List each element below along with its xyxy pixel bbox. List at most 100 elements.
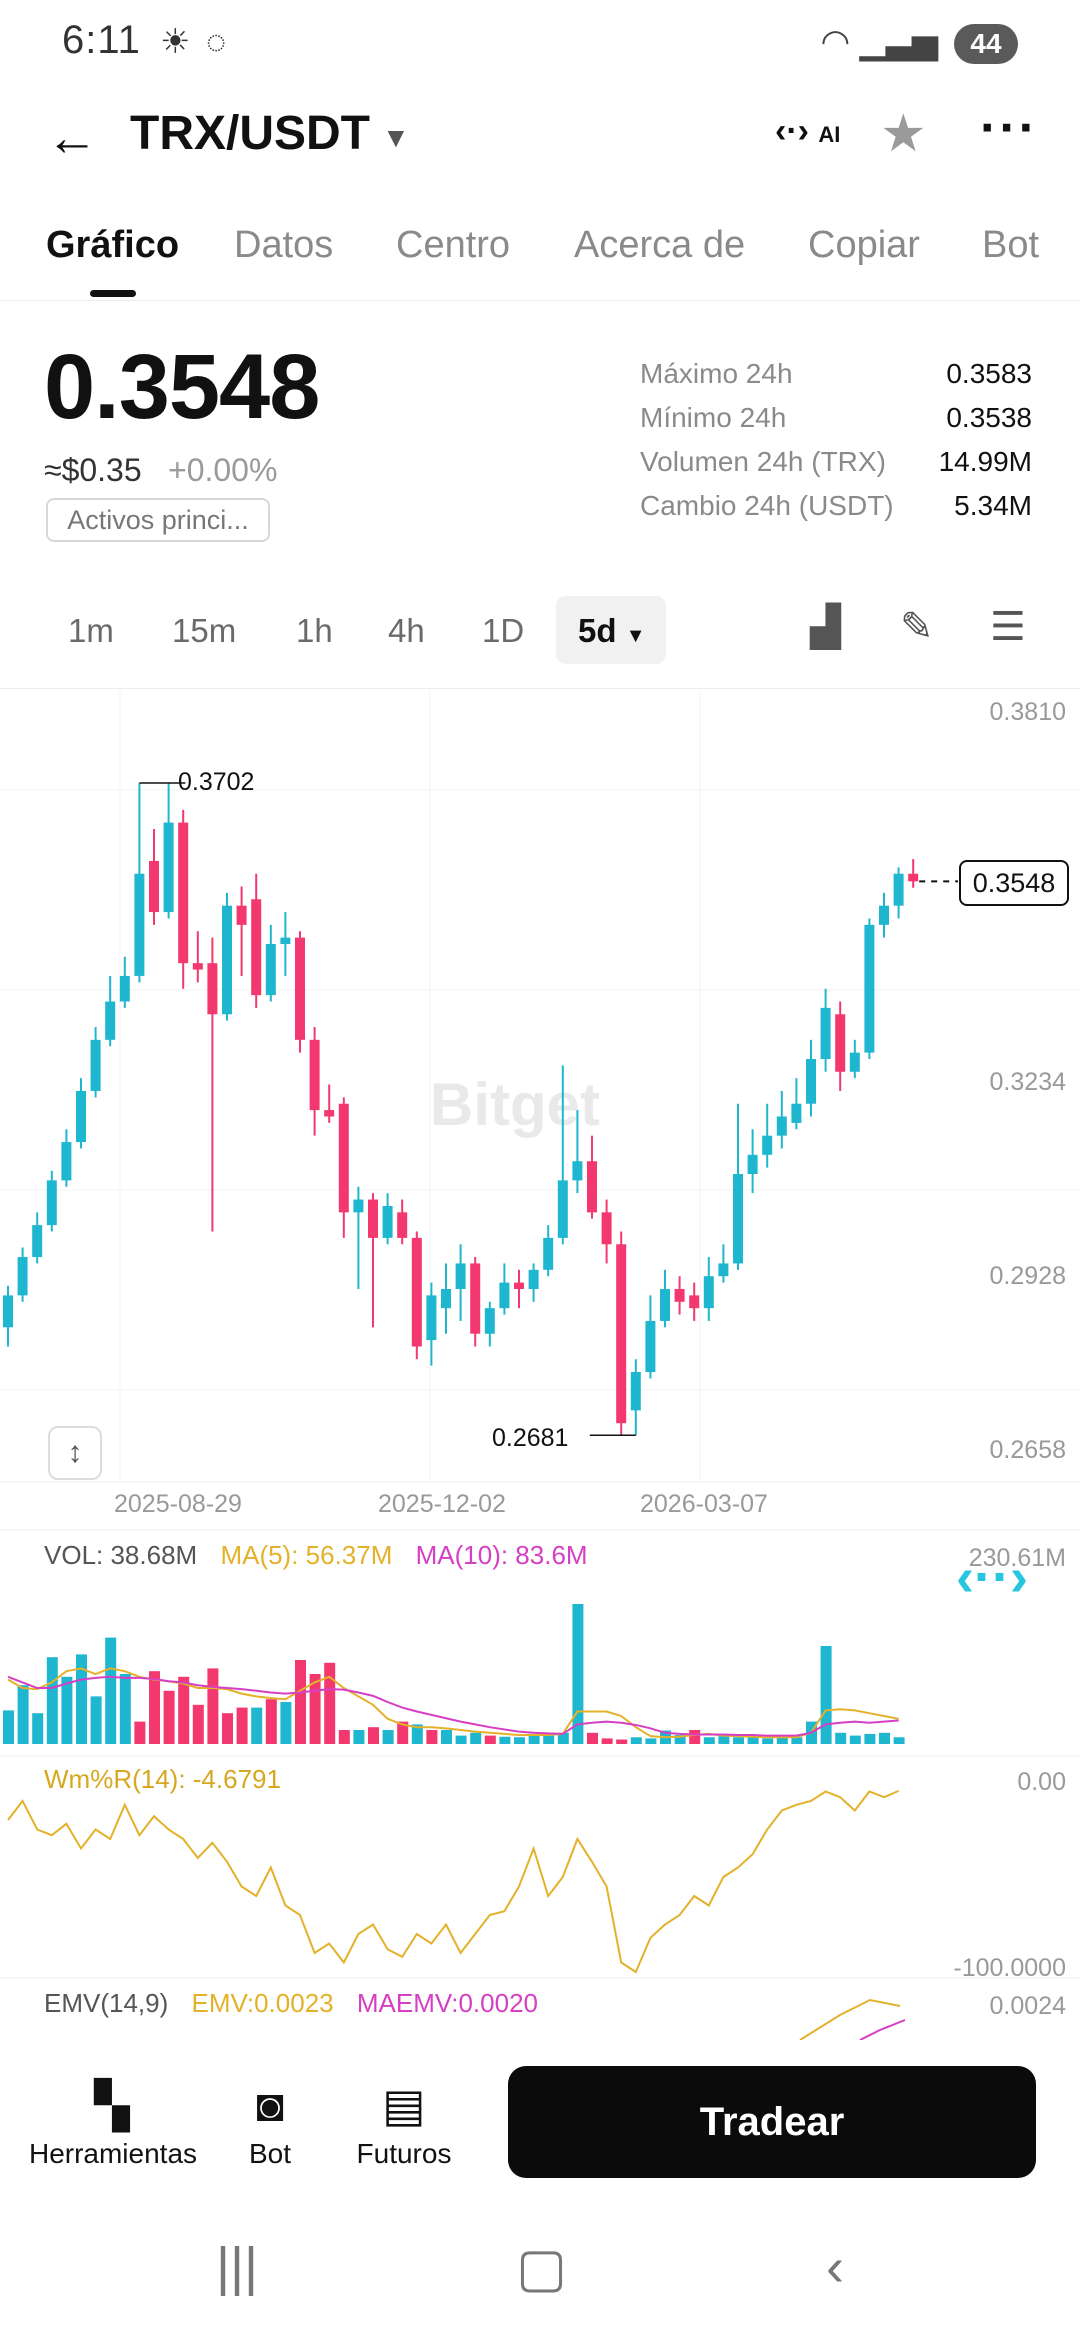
ai-icon: ‹·› [775,112,809,150]
candle-body [134,873,145,976]
signal-icon: ◠ ▁▃▅ [820,23,938,61]
stat-label-low: Mínimo 24h [640,402,787,433]
candle-body [864,924,875,1053]
volume-bar [61,1676,73,1744]
tab-centro[interactable]: Centro [396,224,511,266]
tab-copiar[interactable]: Copiar [808,224,920,266]
interval-1m[interactable]: 1m [68,612,114,649]
vol-value: VOL: 38.68M [44,1540,198,1570]
tools-icon[interactable]: ▚ [94,2079,130,2131]
date-label-3: 2026-03-07 [640,1490,768,1518]
candle-body [747,1154,758,1174]
volume-bar [835,1732,847,1744]
recent-apps-icon[interactable]: ||| [216,2237,259,2297]
volume-bar [295,1660,306,1744]
candle-body [61,1142,72,1181]
wmr-axis-top: 0.00 [1017,1768,1066,1796]
last-price-tag: 0.3548 [959,860,1069,906]
candle-body [441,1289,451,1309]
candle-body [587,1161,597,1213]
candle-body [32,1225,43,1258]
volume-bar [776,1736,788,1744]
candle-body [265,944,276,996]
volume-bar [222,1713,233,1744]
volume-bar [119,1674,131,1744]
candle-body [280,937,291,944]
volume-bar [192,1704,204,1744]
draw-tool-icon[interactable]: ✎ [900,605,934,649]
status-time: 6:11 [62,18,141,62]
tab-grafico[interactable]: Gráfico [46,224,180,266]
assets-badge[interactable]: Activos princi... [46,498,270,542]
volume-bar [674,1735,686,1744]
vol-ma5: MA(5): 56.37M [220,1540,393,1570]
tab-acerca-de[interactable]: Acerca de [574,224,746,266]
volume-bar [32,1713,44,1744]
bot-icon[interactable]: ◙ [256,2079,284,2131]
volume-axis-top: 230.61M [968,1544,1066,1572]
caret-down-icon: ▼ [625,625,646,647]
more-icon[interactable]: ··· [980,99,1038,157]
volume-bar [791,1737,803,1744]
scroll-arrows-icon[interactable]: ‹··› [956,1547,1028,1607]
caret-down-icon[interactable]: ▼ [382,122,410,153]
wmr-legend: Wm%R(14): -4.6791 [44,1764,281,1794]
scale-toggle-icon[interactable]: ↕ [48,1426,102,1480]
chart-top-divider [0,688,1080,689]
candle-body [163,822,174,913]
futures-icon[interactable]: ▤ [382,2079,426,2131]
tab-bot[interactable]: Bot [982,224,1040,266]
trade-button[interactable]: Tradear [508,2066,1036,2178]
volume-bar [630,1737,642,1744]
status-icons: ☀ ◌ [160,22,226,62]
volume-bar [149,1671,160,1744]
volume-bar [338,1730,350,1744]
futures-label[interactable]: Futuros [356,2138,452,2169]
candle-body [893,873,904,906]
back-arrow-icon[interactable]: ← [46,109,98,167]
candle-body [192,963,203,970]
interval-1d[interactable]: 1D [482,612,525,649]
candle-body [689,1295,700,1309]
volume-bar [17,1685,29,1744]
date-label-2: 2025-12-02 [378,1490,506,1518]
candle-body [879,905,889,925]
stat-value-volume: 14.99M [938,446,1032,477]
volume-bar [689,1730,701,1744]
candlestick-chart[interactable]: Bitget [0,690,1080,2040]
volume-bar [324,1662,336,1744]
chart-type-icon[interactable]: ▟ [810,605,841,649]
indicator-settings-icon[interactable]: ☰ [990,605,1026,649]
volume-bar [645,1738,657,1744]
tab-datos[interactable]: Datos [234,224,334,266]
system-back-icon[interactable]: ‹ [826,2237,844,2297]
candle-body [222,905,232,1015]
volume-bar [470,1732,482,1744]
candle-body [514,1282,524,1289]
interval-15m[interactable]: 15m [172,612,237,649]
candle-body [309,1039,320,1111]
candle-body [382,1205,393,1238]
star-icon[interactable]: ★ [880,105,927,163]
bot-label[interactable]: Bot [248,2138,292,2169]
home-icon[interactable]: ▢ [516,2238,568,2298]
emv-title: EMV(14,9) [44,1988,169,2018]
candle-body [46,1180,57,1226]
candle-body [630,1372,641,1411]
volume-bar [718,1736,730,1744]
interval-active-bg [556,596,666,664]
emv-line [799,1998,901,2040]
interval-4h[interactable]: 4h [388,612,425,649]
volume-bar [499,1736,511,1744]
interval-5d[interactable]: 5d ▼ [578,612,645,650]
interval-5d-label: 5d [578,612,617,649]
pair-selector[interactable]: TRX/USDT [130,107,370,160]
volume-legend: VOL: 38.68M MA(5): 56.37M MA(10): 83.6M [44,1540,588,1571]
candle-body [3,1295,13,1328]
candle-body [601,1212,612,1245]
tools-label[interactable]: Herramientas [28,2138,198,2169]
volume-bar [572,1604,584,1744]
ai-button[interactable]: ‹·› AI [775,112,840,151]
stat-label-volume: Volumen 24h (TRX) [640,446,886,477]
interval-1h[interactable]: 1h [296,612,333,649]
